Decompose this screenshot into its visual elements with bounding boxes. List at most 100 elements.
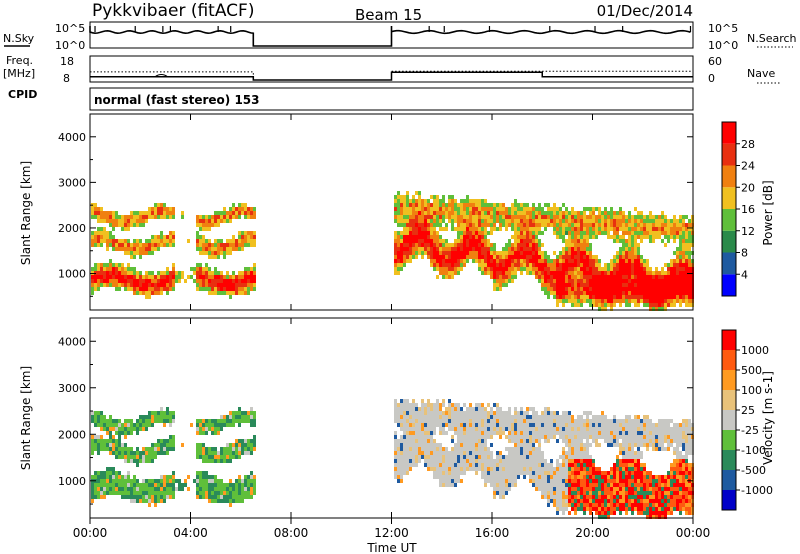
heatmap-cell: [559, 235, 562, 239]
heatmap-cell: [121, 227, 124, 231]
heatmap-cell: [529, 431, 532, 435]
heatmap-cell: [172, 419, 175, 423]
heatmap-cell: [139, 419, 142, 423]
heatmap-cell: [484, 215, 487, 219]
heatmap-cell: [442, 211, 445, 215]
heatmap-cell: [115, 431, 118, 435]
heatmap-cell: [430, 415, 433, 419]
heatmap-cell: [574, 303, 577, 307]
heatmap-cell: [589, 223, 592, 227]
heatmap-cell: [118, 263, 121, 267]
heatmap-cell: [589, 463, 592, 467]
heatmap-cell: [571, 415, 574, 419]
heatmap-cell: [469, 403, 472, 407]
heatmap-cell: [517, 411, 520, 415]
heatmap-cell: [466, 235, 469, 239]
heatmap-cell: [226, 451, 229, 455]
heatmap-cell: [460, 435, 463, 439]
heatmap-cell: [103, 479, 106, 483]
heatmap-cell: [130, 279, 133, 283]
heatmap-cell: [502, 207, 505, 211]
heatmap-cell: [130, 271, 133, 275]
heatmap-cell: [592, 463, 595, 467]
heatmap-cell: [640, 267, 643, 271]
heatmap-cell: [520, 411, 523, 415]
heatmap-cell: [550, 467, 553, 471]
heatmap-cell: [130, 483, 133, 487]
heatmap-cell: [478, 251, 481, 255]
heatmap-cell: [544, 251, 547, 255]
heatmap-cell: [619, 219, 622, 223]
heatmap-cell: [640, 467, 643, 471]
heatmap-cell: [508, 447, 511, 451]
heatmap-cell: [580, 211, 583, 215]
heatmap-cell: [607, 235, 610, 239]
heatmap-cell: [424, 431, 427, 435]
heatmap-cell: [475, 223, 478, 227]
heatmap-cell: [640, 287, 643, 291]
heatmap-cell: [535, 471, 538, 475]
heatmap-cell: [535, 219, 538, 223]
heatmap-cell: [475, 427, 478, 431]
heatmap-cell: [415, 407, 418, 411]
heatmap-cell: [430, 451, 433, 455]
heatmap-cell: [172, 263, 175, 267]
heatmap-cell: [430, 463, 433, 467]
heatmap-cell: [571, 467, 574, 471]
heatmap-cell: [100, 419, 103, 423]
heatmap-cell: [571, 303, 574, 307]
heatmap-cell: [172, 239, 175, 243]
heatmap-cell: [538, 203, 541, 207]
heatmap-cell: [505, 479, 508, 483]
heatmap-cell: [538, 215, 541, 219]
heatmap-cell: [166, 443, 169, 447]
heatmap-cell: [484, 231, 487, 235]
heatmap-cell: [415, 223, 418, 227]
heatmap-cell: [661, 239, 664, 243]
heatmap-cell: [409, 239, 412, 243]
heatmap-cell: [427, 447, 430, 451]
heatmap-cell: [499, 407, 502, 411]
heatmap-cell: [523, 227, 526, 231]
heatmap-cell: [628, 211, 631, 215]
heatmap-cell: [562, 215, 565, 219]
heatmap-cell: [634, 443, 637, 447]
heatmap-cell: [172, 435, 175, 439]
heatmap-cell: [421, 399, 424, 403]
heatmap-cell: [625, 427, 628, 431]
heatmap-cell: [571, 487, 574, 491]
heatmap-cell: [595, 491, 598, 495]
heatmap-cell: [106, 483, 109, 487]
heatmap-cell: [634, 247, 637, 251]
heatmap-cell: [556, 499, 559, 503]
heatmap-cell: [133, 499, 136, 503]
heatmap-cell: [238, 291, 241, 295]
heatmap-cell: [199, 487, 202, 491]
heatmap-cell: [124, 271, 127, 275]
heatmap-cell: [604, 223, 607, 227]
heatmap-cell: [601, 411, 604, 415]
heatmap-cell: [127, 247, 130, 251]
heatmap-cell: [556, 439, 559, 443]
heatmap-cell: [397, 419, 400, 423]
heatmap-cell: [598, 419, 601, 423]
heatmap-cell: [535, 251, 538, 255]
heatmap-cell: [481, 223, 484, 227]
heatmap-cell: [604, 219, 607, 223]
heatmap-cell: [409, 231, 412, 235]
heatmap-cell: [238, 231, 241, 235]
heatmap-cell: [145, 251, 148, 255]
heatmap-cell: [544, 411, 547, 415]
heatmap-cell: [574, 467, 577, 471]
heatmap-cell: [121, 223, 124, 227]
heatmap-cell: [631, 219, 634, 223]
power-colorbar-label: Power [dB]: [761, 180, 775, 245]
heatmap-cell: [457, 223, 460, 227]
heatmap-cell: [595, 223, 598, 227]
heatmap-cell: [520, 467, 523, 471]
heatmap-cell: [613, 255, 616, 259]
heatmap-cell: [547, 419, 550, 423]
heatmap-cell: [463, 223, 466, 227]
heatmap-cell: [478, 431, 481, 435]
heatmap-cell: [475, 411, 478, 415]
